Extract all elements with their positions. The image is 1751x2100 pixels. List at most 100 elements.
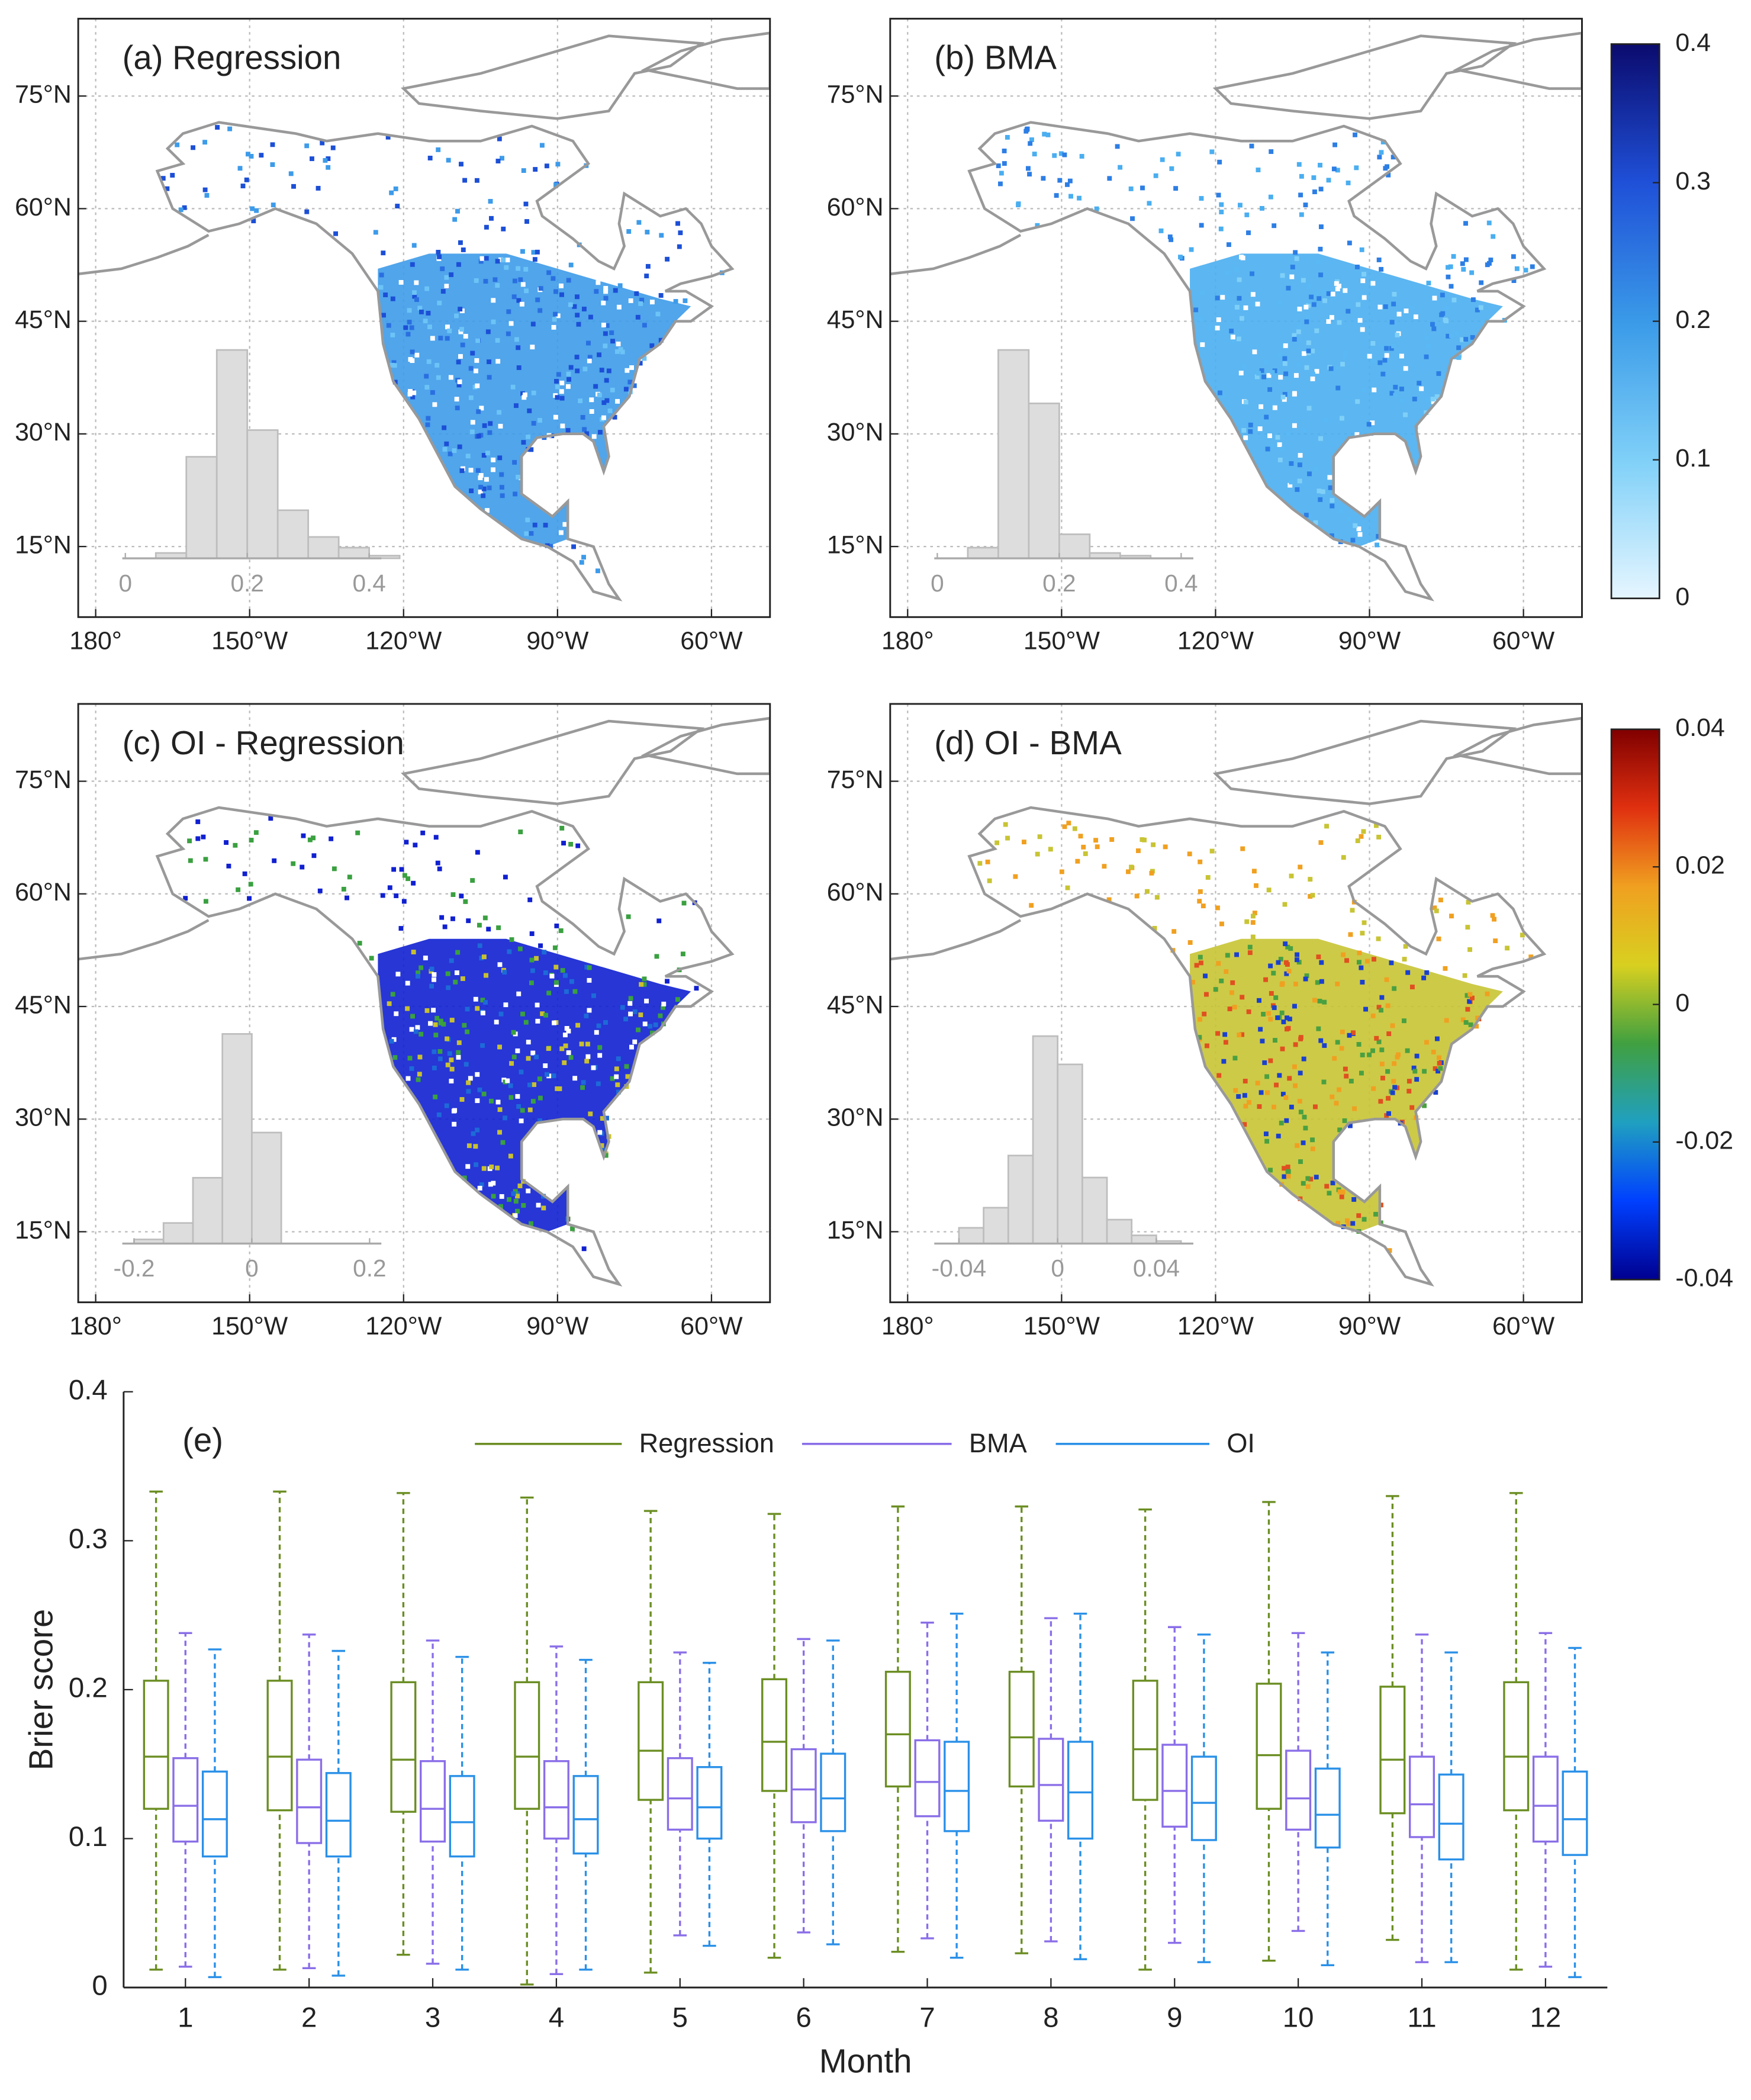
map-cell: [1385, 1003, 1390, 1008]
map-cell: [465, 1029, 470, 1034]
map-cell: [409, 325, 414, 330]
map-cell: [445, 1062, 450, 1067]
map-cell: [1282, 356, 1288, 361]
panel-title: (d) OI - BMA: [934, 724, 1122, 761]
y-tick-label: 45°N: [15, 305, 72, 334]
map-cell: [617, 283, 623, 288]
map-cell: [604, 323, 610, 328]
map-cell: [1491, 234, 1496, 239]
map-cell: [1357, 950, 1362, 956]
map-cell: [477, 922, 482, 928]
coastline: [401, 719, 705, 805]
map-cell: [1297, 478, 1302, 484]
map-cell: [977, 861, 983, 866]
map-cell: [1478, 305, 1483, 310]
map-cell: [659, 233, 664, 238]
map-cell: [1387, 1248, 1392, 1253]
map-cell: [1356, 960, 1361, 965]
map-cell: [387, 885, 392, 890]
box: [1067, 1741, 1094, 1840]
map-cell: [1276, 1133, 1281, 1139]
map-cell: [537, 1095, 543, 1101]
map-cell: [426, 310, 431, 316]
map-cell: [357, 941, 362, 946]
map-cell: [1430, 321, 1435, 327]
map-cell: [1270, 443, 1275, 449]
inset-tick-label: 0.4: [1164, 570, 1198, 597]
map-cell: [530, 345, 535, 350]
map-cell: [1392, 292, 1397, 297]
map-cell: [495, 337, 500, 343]
map-cell: [1330, 1181, 1335, 1186]
map-cell: [491, 1194, 496, 1199]
panel-label: (e): [182, 1421, 223, 1458]
map-cell: [1343, 1066, 1348, 1072]
map-cell: [1057, 178, 1063, 183]
map-cell: [498, 1204, 504, 1209]
map-cell: [510, 384, 516, 390]
map-cell: [417, 305, 423, 311]
map-cell: [1310, 376, 1315, 381]
map-cell: [254, 208, 259, 213]
map-cell: [1068, 194, 1073, 199]
map-cell: [1130, 216, 1135, 221]
map-cell: [1463, 1020, 1469, 1025]
map-cell: [441, 1021, 446, 1027]
map-cell: [520, 249, 525, 254]
map-cell: [500, 493, 505, 499]
map-cell: [537, 417, 542, 423]
map-cell: [1396, 311, 1402, 317]
map-cell: [1317, 998, 1322, 1004]
map-cell: [533, 167, 538, 172]
map-cell: [1267, 433, 1273, 438]
map-cell: [1176, 152, 1181, 157]
map-cell: [1351, 1030, 1356, 1035]
map-cell: [1461, 266, 1466, 272]
colorbar-tick-label: 0.04: [1675, 713, 1724, 742]
map-cell: [603, 331, 608, 336]
map-cell: [1231, 339, 1236, 344]
map-cell: [310, 156, 314, 162]
map-cell: [1215, 295, 1220, 301]
map-cell: [516, 1104, 522, 1109]
map-cell: [1289, 274, 1295, 279]
map-cell: [1265, 446, 1270, 452]
map-cell: [1392, 1085, 1398, 1090]
map-cell: [586, 340, 591, 346]
map-cell: [552, 945, 558, 950]
map-cell: [1268, 194, 1273, 200]
map-cell: [1443, 317, 1448, 323]
map-cell: [665, 256, 670, 262]
map-cell: [1198, 1017, 1202, 1022]
map-cell: [1272, 405, 1277, 410]
map-cell: [1377, 155, 1382, 160]
map-cell: [612, 414, 617, 420]
map-cell: [628, 1011, 633, 1017]
map-cell: [1233, 1088, 1238, 1093]
inset-tick-label: -0.04: [932, 1255, 987, 1282]
map-cell: [1370, 1048, 1375, 1053]
map-cell: [1302, 351, 1306, 356]
map-cell: [409, 1027, 414, 1032]
map-cell: [1259, 368, 1264, 373]
map-cell: [1282, 1166, 1287, 1171]
map-cell: [1280, 1092, 1286, 1097]
map-cell: [491, 1181, 496, 1186]
map-cell: [603, 343, 608, 349]
x-tick-label: 12: [1530, 2002, 1562, 2034]
histogram-bar: [1082, 1176, 1108, 1244]
map-cell: [1262, 1060, 1267, 1065]
map-cell: [1298, 453, 1303, 458]
map-cell: [1022, 840, 1026, 845]
map-cell: [1350, 908, 1355, 913]
map-cell: [596, 1023, 601, 1028]
map-cell: [529, 957, 535, 963]
map-cell: [1414, 1077, 1420, 1082]
map-cell: [355, 830, 360, 835]
map-cell: [1226, 242, 1231, 247]
map-cell: [1215, 1031, 1221, 1036]
map-cell: [392, 363, 397, 368]
map-cell: [505, 258, 510, 263]
map-cell: [513, 1213, 518, 1218]
map-cell: [607, 408, 613, 413]
